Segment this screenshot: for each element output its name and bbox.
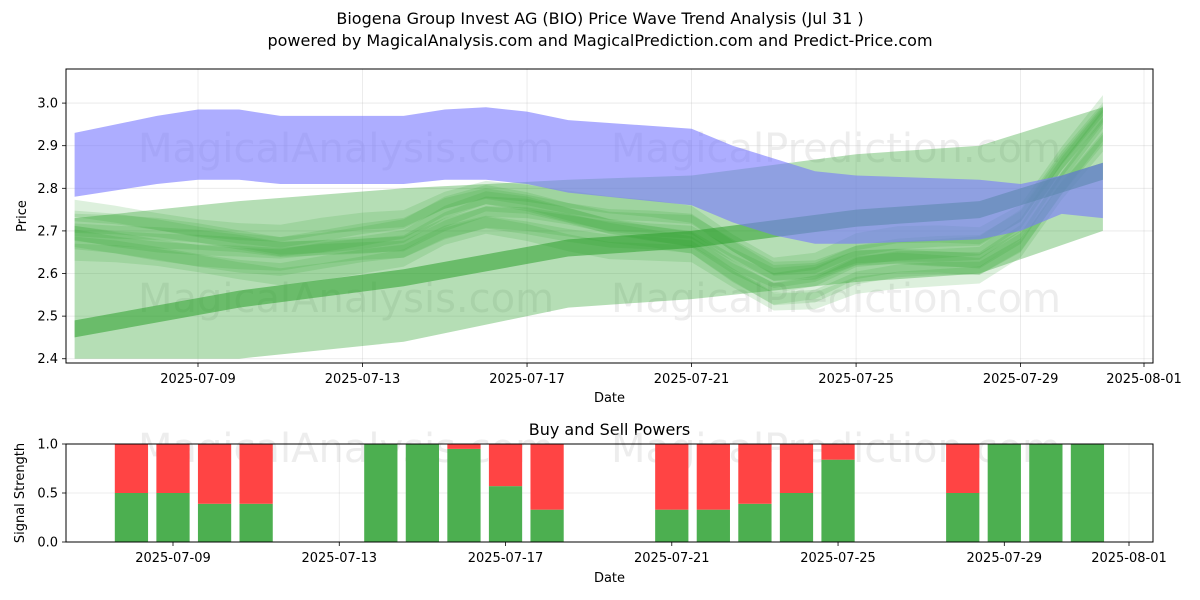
signal-x-tick-label: 2025-08-01 bbox=[1091, 551, 1167, 566]
chart-subtitle: powered by MagicalAnalysis.com and Magic… bbox=[267, 31, 933, 50]
sell-bar bbox=[447, 444, 481, 449]
signal-axis-ticks: 2025-07-09 2025-07-13 2025-07-17 2025-07-21… bbox=[37, 438, 1166, 567]
buy-bar bbox=[405, 444, 440, 542]
green-wave-band bbox=[74, 117, 1103, 294]
price-axis-ticks: 2025-07-09 2025-07-13 2025-07-17 2025-07-21… bbox=[37, 97, 1181, 387]
sell-bar bbox=[530, 444, 564, 510]
chart-title: Biogena Group Invest AG (BIO) Price Wave… bbox=[336, 9, 864, 28]
price-x-tick-label: 2025-07-29 bbox=[983, 372, 1059, 387]
price-x-tick-label: 2025-07-17 bbox=[489, 372, 565, 387]
buy-bar bbox=[655, 509, 689, 542]
buy-bar bbox=[1029, 444, 1063, 542]
green-wave-band bbox=[74, 134, 1103, 311]
signal-x-tick-label: 2025-07-17 bbox=[468, 551, 544, 566]
sell-bar bbox=[197, 444, 232, 504]
signal-x-tick-label: 2025-07-09 bbox=[135, 551, 211, 566]
price-x-tick-label: 2025-07-25 bbox=[818, 372, 894, 387]
price-y-label: Price bbox=[15, 200, 30, 232]
price-x-label: Date bbox=[594, 391, 625, 406]
price-bands bbox=[74, 95, 1103, 359]
buy-bar bbox=[197, 503, 232, 542]
price-y-tick-label: 2.7 bbox=[37, 224, 58, 239]
price-y-tick-label: 3.0 bbox=[37, 97, 58, 112]
buy-bar bbox=[364, 444, 398, 542]
green-wave-band bbox=[74, 109, 1103, 288]
green-wave-band bbox=[74, 132, 1103, 306]
signal-y-tick-label: 1.0 bbox=[37, 438, 58, 453]
green-wave-band bbox=[74, 102, 1103, 281]
signal-y-label: Signal Strength bbox=[13, 443, 28, 543]
signal-y-tick-label: 0.5 bbox=[37, 487, 58, 502]
signal-x-tick-label: 2025-07-13 bbox=[301, 551, 377, 566]
signal-bars bbox=[114, 444, 1105, 542]
watermark: MagicalPrediction.com bbox=[611, 276, 1061, 322]
buy-bar bbox=[821, 459, 855, 542]
price-x-tick-label: 2025-07-09 bbox=[160, 372, 236, 387]
buy-bar bbox=[156, 493, 190, 542]
price-x-tick-label: 2025-07-13 bbox=[325, 372, 401, 387]
buy-bar bbox=[738, 503, 772, 542]
sell-bar bbox=[156, 444, 190, 493]
sell-bar bbox=[696, 444, 730, 510]
buy-bar bbox=[530, 509, 564, 542]
price-y-tick-label: 2.5 bbox=[37, 310, 58, 325]
price-x-tick-label: 2025-07-21 bbox=[654, 372, 730, 387]
signal-x-tick-label: 2025-07-21 bbox=[634, 551, 710, 566]
sell-bar bbox=[239, 444, 273, 504]
signal-x-tick-label: 2025-07-25 bbox=[800, 551, 876, 566]
price-x-tick-label: 2025-08-01 bbox=[1106, 372, 1182, 387]
price-grid bbox=[66, 69, 1153, 363]
price-y-tick-label: 2.4 bbox=[37, 352, 58, 367]
green-trend-band bbox=[74, 162, 1103, 338]
buy-bar bbox=[488, 486, 523, 542]
sell-bar bbox=[946, 444, 980, 493]
blue-wave-band bbox=[74, 107, 1103, 244]
sell-bar bbox=[779, 444, 814, 493]
price-y-tick-label: 2.8 bbox=[37, 182, 58, 197]
buy-bar bbox=[696, 509, 730, 542]
green-wave-band bbox=[74, 120, 1103, 305]
signal-x-label: Date bbox=[594, 571, 625, 586]
sell-bar bbox=[821, 444, 855, 460]
price-y-tick-label: 2.9 bbox=[37, 139, 58, 154]
buy-bar bbox=[239, 503, 273, 542]
buy-bar bbox=[946, 493, 980, 542]
sell-bar bbox=[114, 444, 149, 493]
buy-bar bbox=[447, 448, 481, 542]
buy-bar bbox=[1070, 444, 1105, 542]
green-trend-band bbox=[74, 107, 1103, 359]
buy-bar bbox=[114, 493, 149, 542]
sell-bar bbox=[655, 444, 689, 510]
buy-bar bbox=[987, 444, 1021, 542]
signal-title: Buy and Sell Powers bbox=[529, 420, 691, 439]
signal-x-tick-label: 2025-07-29 bbox=[967, 551, 1043, 566]
buy-bar bbox=[779, 493, 814, 542]
sell-bar bbox=[488, 444, 523, 487]
sell-bar bbox=[738, 444, 772, 504]
signal-y-tick-label: 0.0 bbox=[37, 536, 58, 551]
green-wave-band bbox=[74, 95, 1103, 275]
green-wave-band bbox=[74, 105, 1103, 276]
price-y-tick-label: 2.6 bbox=[37, 267, 58, 282]
price-plot-frame bbox=[65, 68, 1154, 364]
